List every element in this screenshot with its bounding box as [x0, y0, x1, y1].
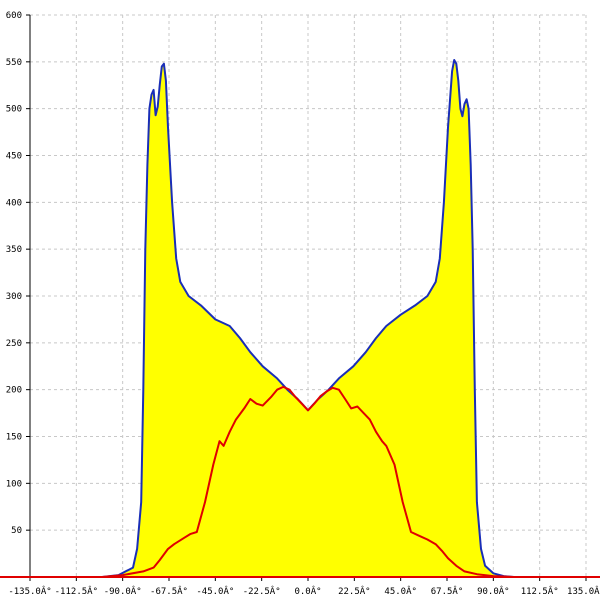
- y-tick-label: 500: [6, 105, 22, 115]
- x-tick-label: -135.0Â°: [8, 585, 51, 597]
- x-tick-label: 90.0Â°: [477, 585, 510, 597]
- x-tick-label: -90.0Â°: [104, 585, 142, 597]
- y-tick-label: 250: [6, 339, 22, 349]
- axes: [0, 14, 600, 581]
- y-tick-label: 600: [6, 11, 22, 21]
- x-tick-label: 22.5Â°: [338, 585, 371, 597]
- y-tick-label: 350: [6, 245, 22, 255]
- x-tick-label: 0.0Â°: [294, 585, 321, 597]
- series-layer: [30, 59, 586, 578]
- y-tick-label: 100: [6, 479, 22, 489]
- x-tick-label: 67.5Â°: [431, 585, 464, 597]
- y-tick-label: 200: [6, 386, 22, 396]
- x-tick-label: -67.5Â°: [150, 585, 188, 597]
- y-tick-label: 400: [6, 198, 22, 208]
- x-tick-label: -45.0Â°: [196, 585, 234, 597]
- y-tick-label: 300: [6, 292, 22, 302]
- y-tick-label: 150: [6, 433, 22, 443]
- x-tick-label: 135.0Â°: [567, 585, 600, 597]
- y-tick-label: 450: [6, 152, 22, 162]
- x-tick-label: 45.0Â°: [384, 585, 417, 597]
- series-0-area: [102, 60, 514, 577]
- tick-labels: 50 100 150 200 250 300 350 400 450 500 550 600 -135.…: [6, 11, 600, 597]
- y-tick-label: 550: [6, 58, 22, 68]
- x-tick-label: -112.5Â°: [55, 585, 98, 597]
- x-tick-label: -22.5Â°: [243, 585, 281, 597]
- series-1-line: [30, 385, 586, 578]
- x-tick-label: 112.5Â°: [521, 585, 559, 597]
- y-tick-label: 50: [11, 526, 22, 536]
